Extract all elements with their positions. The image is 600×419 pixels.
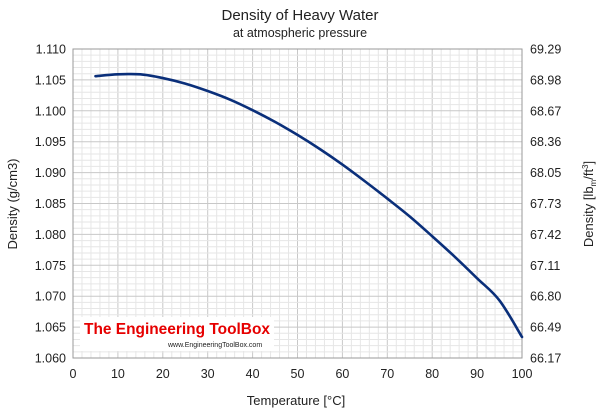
x-tick-label: 10	[111, 367, 125, 381]
right-label-sub: m	[589, 179, 598, 186]
y-axis-label-right: Density [lbm/ft3]	[581, 161, 598, 247]
x-tick-label: 30	[201, 367, 215, 381]
y-tick-label: 1.090	[35, 166, 66, 180]
x-tick-label: 50	[291, 367, 305, 381]
y-tick-label-right: 68.36	[530, 135, 561, 149]
y-tick-label-right: 67.73	[530, 197, 561, 211]
y-tick-label: 1.060	[35, 352, 66, 366]
y-tick-label: 1.105	[35, 73, 66, 87]
x-tick-label: 90	[470, 367, 484, 381]
chart-subtitle: at atmospheric pressure	[233, 26, 367, 40]
x-tick-label: 60	[335, 367, 349, 381]
y-tick-label: 1.075	[35, 259, 66, 273]
plot-frame	[72, 48, 523, 359]
y-tick-label: 1.065	[35, 321, 66, 335]
right-label-sup: 3	[581, 164, 590, 169]
y-tick-label-right: 67.11	[530, 259, 560, 273]
y-tick-label: 1.095	[35, 135, 66, 149]
y-tick-label-right: 67.42	[530, 228, 561, 242]
watermark-brand: The Engineering ToolBox	[84, 321, 270, 338]
right-label-base: Density [lb	[581, 186, 596, 247]
y-tick-label-right: 69.29	[530, 43, 561, 57]
density-series-line	[94, 72, 524, 339]
y-tick-label-right: 68.05	[530, 166, 561, 180]
y-tick-label-right: 66.17	[530, 352, 561, 366]
y-tick-label-right: 68.67	[530, 104, 561, 118]
right-label-end: ]	[581, 161, 596, 165]
y-tick-label-right: 66.80	[530, 290, 561, 304]
x-tick-label: 20	[156, 367, 170, 381]
y-axis-label: Density (g/cm3)	[5, 158, 20, 249]
x-tick-label: 40	[246, 367, 260, 381]
x-axis-label: Temperature [°C]	[247, 393, 345, 408]
tick-labels: 0 10 20 30 40 50 60 70 80 90 100 1.060 1.065 1.070 1.0…	[35, 43, 562, 382]
y-tick-label: 1.085	[35, 197, 66, 211]
chart-title: Density of Heavy Water	[222, 7, 379, 24]
x-tick-label: 80	[425, 367, 439, 381]
grid	[72, 48, 523, 359]
y-tick-label: 1.080	[35, 228, 66, 242]
x-tick-label: 100	[512, 367, 533, 381]
watermark-background	[80, 317, 274, 351]
y-tick-label-right: 68.98	[530, 73, 561, 87]
watermark-url: www.EngineeringToolBox.com	[167, 342, 262, 349]
right-label-mid: /ft	[581, 169, 596, 180]
y-tick-label: 1.110	[36, 43, 66, 57]
x-tick-label: 0	[70, 367, 77, 381]
y-tick-label: 1.070	[35, 290, 66, 304]
series-layer	[94, 72, 524, 339]
x-tick-label: 70	[380, 367, 394, 381]
watermark: The Engineering ToolBox www.EngineeringT…	[80, 317, 274, 351]
y-tick-label: 1.100	[35, 104, 66, 118]
y-tick-label-right: 66.49	[530, 321, 561, 335]
